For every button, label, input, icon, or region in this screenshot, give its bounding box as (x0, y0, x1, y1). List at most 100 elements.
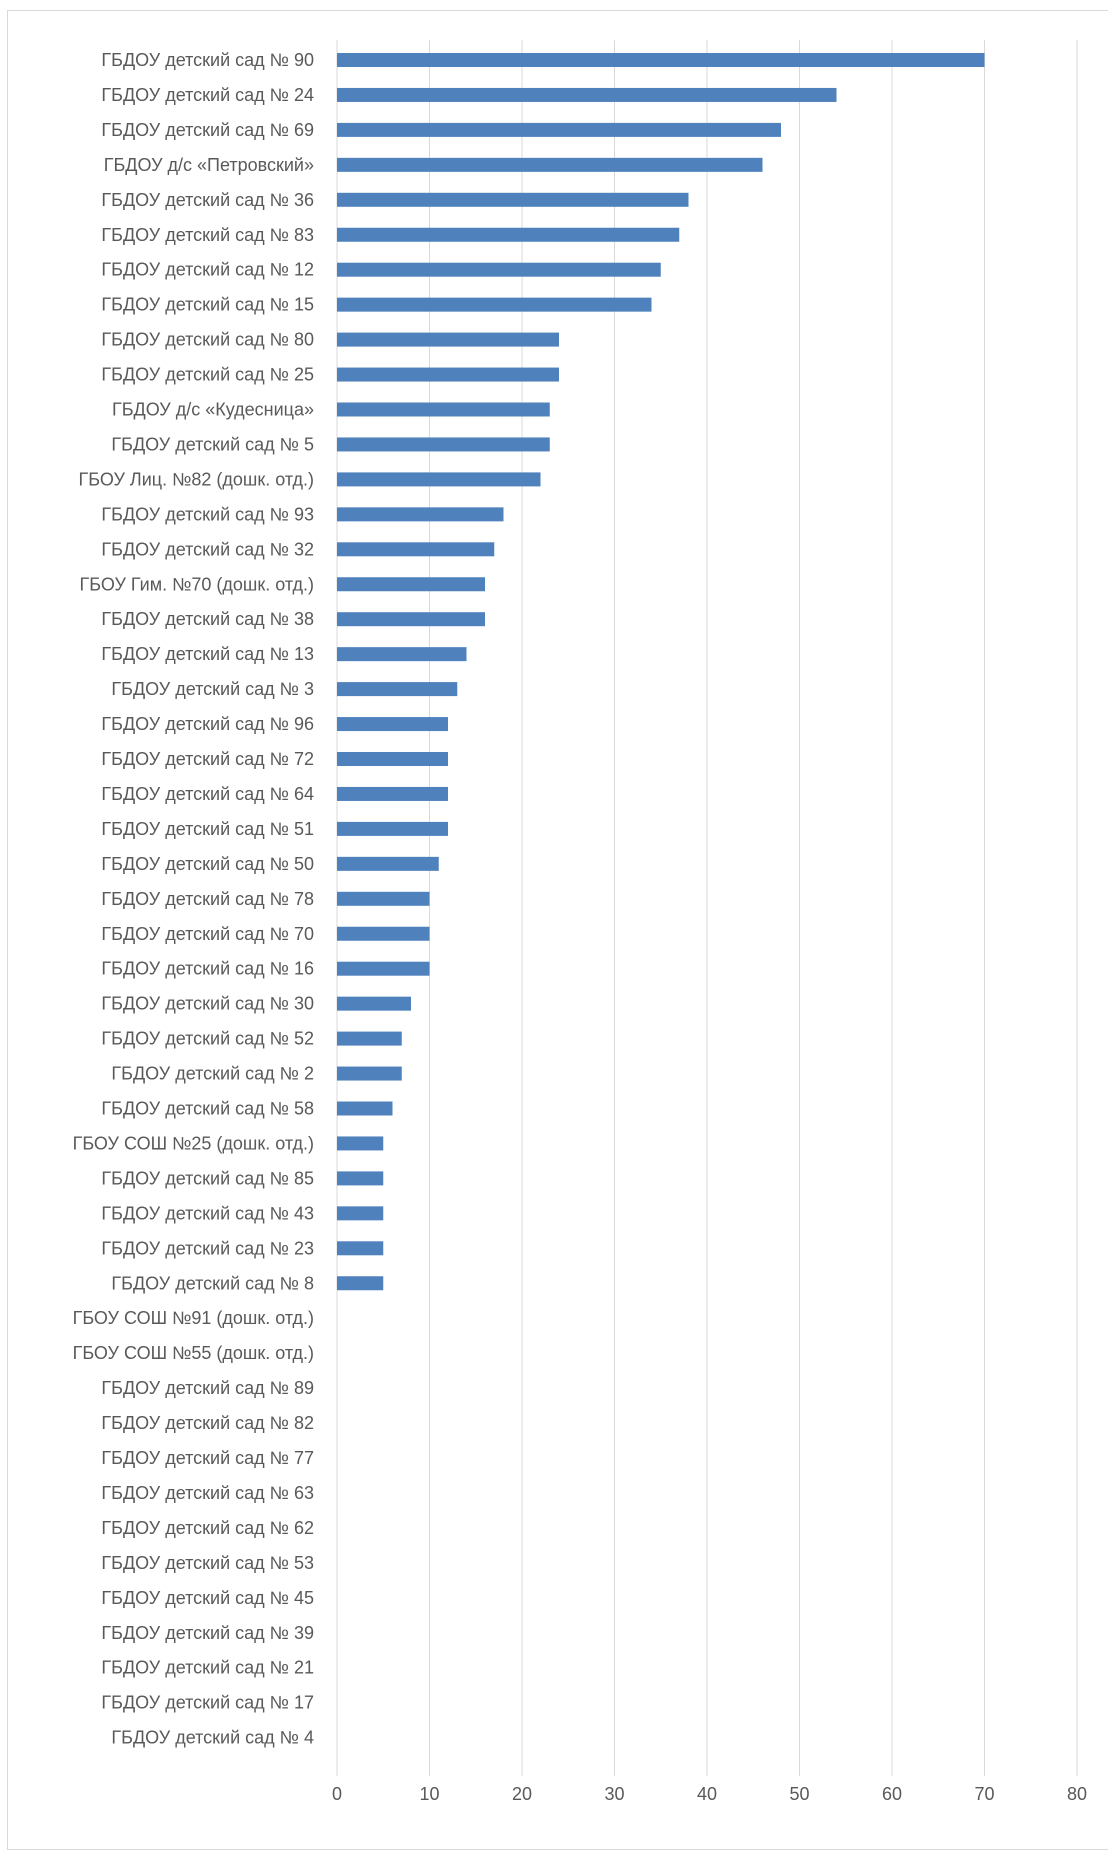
category-label: ГБДОУ детский сад № 62 (101, 1518, 314, 1538)
category-label: ГБДОУ детский сад № 78 (101, 889, 314, 909)
category-label: ГБДОУ детский сад № 50 (101, 854, 314, 874)
bar (337, 1171, 384, 1186)
category-label: ГБДОУ детский сад № 12 (101, 260, 314, 280)
bar (337, 961, 430, 976)
bar (337, 1136, 384, 1151)
category-label: ГБДОУ детский сад № 52 (101, 1029, 314, 1049)
chart-area (7, 10, 1108, 1850)
bars (337, 53, 985, 1291)
bar (337, 192, 689, 207)
category-label: ГБОУ Гим. №70 (дошк. отд.) (80, 574, 314, 594)
category-label: ГБДОУ детский сад № 15 (101, 295, 314, 315)
category-label: ГБДОУ детский сад № 70 (101, 924, 314, 944)
category-label: ГБДОУ детский сад № 69 (101, 120, 314, 140)
bar (337, 1101, 393, 1116)
category-label: ГБДОУ детский сад № 82 (101, 1413, 314, 1433)
category-label: ГБДОУ детский сад № 58 (101, 1099, 314, 1119)
category-label: ГБДОУ детский сад № 4 (111, 1728, 314, 1748)
x-tick-label: 70 (974, 1784, 994, 1804)
category-label: ГБДОУ детский сад № 25 (101, 365, 314, 385)
x-tick-label: 10 (419, 1784, 439, 1804)
x-tick-label: 60 (882, 1784, 902, 1804)
x-tick-labels: 0 10 20 30 40 50 60 70 80 (332, 1784, 1087, 1804)
bar (337, 1031, 402, 1046)
bar (337, 542, 495, 557)
category-label: ГБДОУ детский сад № 80 (101, 330, 314, 350)
category-label: ГБОУ СОШ №55 (дошк. отд.) (73, 1343, 314, 1363)
category-label: ГБДОУ детский сад № 83 (101, 225, 314, 245)
bar (337, 122, 781, 137)
bar (337, 472, 541, 487)
x-tick-label: 20 (512, 1784, 532, 1804)
category-label: ГБДОУ детский сад № 38 (101, 609, 314, 629)
category-label: ГБДОУ детский сад № 72 (101, 749, 314, 769)
bar (337, 1206, 384, 1221)
category-label: ГБДОУ детский сад № 30 (101, 994, 314, 1014)
category-label: ГБДОУ детский сад № 13 (101, 644, 314, 664)
x-tick-label: 30 (604, 1784, 624, 1804)
bar (337, 996, 411, 1011)
bar (337, 717, 448, 732)
bar (337, 647, 467, 662)
bar (337, 612, 485, 627)
bar (337, 682, 458, 697)
category-label: ГБДОУ детский сад № 89 (101, 1378, 314, 1398)
x-tick-label: 50 (789, 1784, 809, 1804)
category-label: ГБОУ Лиц. №82 (дошк. отд.) (79, 469, 315, 489)
category-label: ГБДОУ детский сад № 17 (101, 1693, 314, 1713)
x-tick-label: 80 (1067, 1784, 1087, 1804)
category-label: ГБДОУ детский сад № 93 (101, 504, 314, 524)
category-label: ГБДОУ детский сад № 85 (101, 1168, 314, 1188)
category-label: ГБДОУ детский сад № 8 (111, 1273, 314, 1293)
bar (337, 856, 439, 871)
bar (337, 926, 430, 941)
category-label: ГБДОУ детский сад № 43 (101, 1203, 314, 1223)
bar (337, 786, 448, 801)
bar (337, 367, 559, 382)
category-label: ГБДОУ д/с «Петровский» (104, 155, 314, 175)
category-label: ГБОУ СОШ №25 (дошк. отд.) (73, 1133, 314, 1153)
category-label: ГБДОУ детский сад № 53 (101, 1553, 314, 1573)
category-label: ГБДОУ детский сад № 3 (111, 679, 314, 699)
category-label: ГБДОУ детский сад № 2 (111, 1064, 314, 1084)
category-label: ГБДОУ детский сад № 77 (101, 1448, 314, 1468)
bar (337, 53, 985, 67)
category-label: ГБДОУ детский сад № 21 (101, 1658, 314, 1678)
category-label: ГБДОУ детский сад № 96 (101, 714, 314, 734)
category-label: ГБДОУ детский сад № 5 (111, 434, 314, 454)
bar (337, 262, 661, 277)
bar (337, 157, 763, 172)
category-label: ГБДОУ детский сад № 32 (101, 539, 314, 559)
category-label: ГБДОУ детский сад № 24 (101, 85, 314, 105)
bar (337, 87, 837, 102)
bar (337, 297, 652, 312)
bar (337, 507, 504, 522)
bar (337, 891, 430, 906)
bar (337, 437, 550, 452)
category-label: ГБДОУ детский сад № 64 (101, 784, 314, 804)
category-label: ГБДОУ детский сад № 90 (101, 50, 314, 70)
bar (337, 752, 448, 766)
bar (337, 577, 485, 592)
category-label: ГБДОУ детский сад № 39 (101, 1623, 314, 1643)
bar (337, 821, 448, 836)
category-label: ГБДОУ детский сад № 51 (101, 819, 314, 839)
bar (337, 227, 680, 242)
category-label: ГБОУ СОШ №91 (дошк. отд.) (73, 1308, 314, 1328)
category-label: ГБДОУ детский сад № 45 (101, 1588, 314, 1608)
x-tick-label: 40 (697, 1784, 717, 1804)
category-label: ГБДОУ детский сад № 63 (101, 1483, 314, 1503)
category-label: ГБДОУ детский сад № 16 (101, 959, 314, 979)
x-tick-label: 0 (332, 1784, 342, 1804)
bar (337, 1241, 384, 1256)
category-label: ГБДОУ детский сад № 36 (101, 190, 314, 210)
bar (337, 402, 550, 417)
category-labels: ГБДОУ детский сад № 90 ГБДОУ детский сад … (73, 50, 314, 1748)
bar (337, 332, 559, 347)
bar (337, 1276, 384, 1291)
category-label: ГБДОУ д/с «Кудесница» (112, 400, 314, 420)
bar (337, 1066, 402, 1081)
category-label: ГБДОУ детский сад № 23 (101, 1238, 314, 1258)
gridlines (336, 40, 1078, 1776)
